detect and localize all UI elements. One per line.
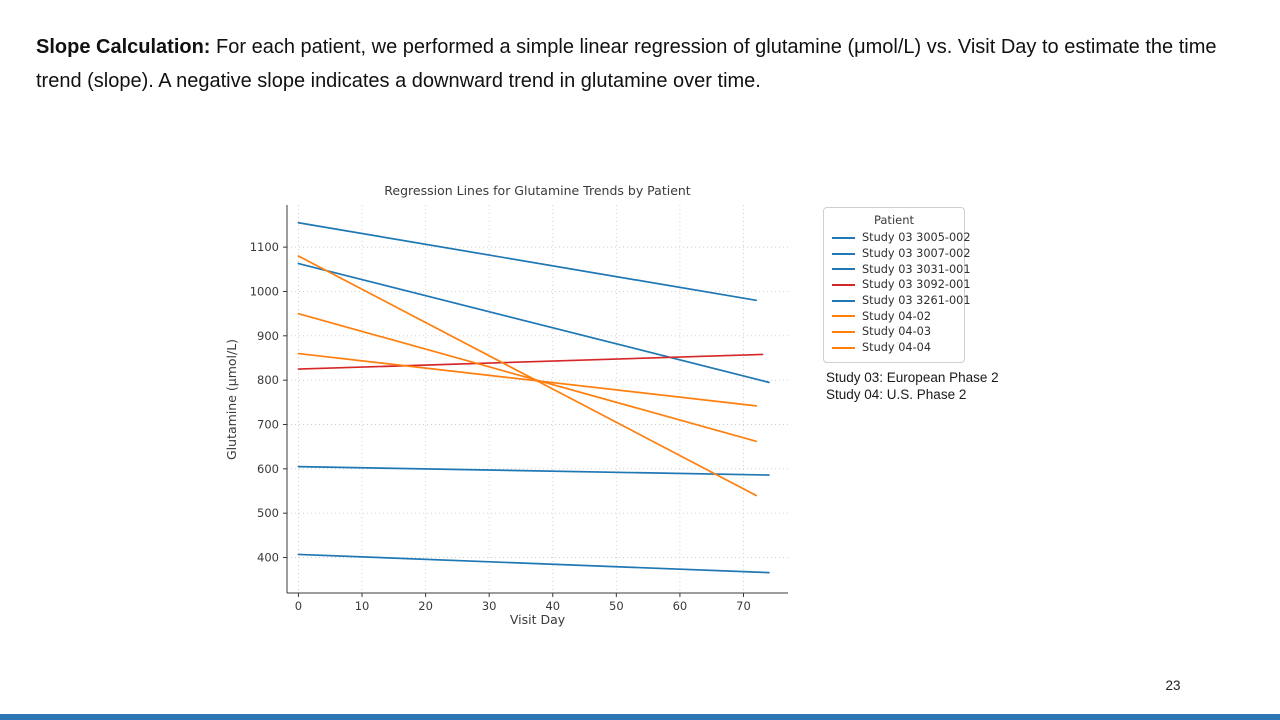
legend-swatch	[832, 236, 855, 239]
legend-item-label: Study 03 3261-001	[862, 294, 971, 308]
tick-label: 900	[257, 329, 279, 343]
legend-item-label: Study 04-03	[862, 325, 932, 339]
tick-label: 60	[673, 599, 688, 613]
tick-label: 70	[736, 599, 751, 613]
regression-line	[297, 465, 770, 476]
legend-swatch	[832, 315, 855, 318]
tick-label: 1100	[250, 240, 279, 254]
legend-items: Study 03 3005-002 Study 03 3007-002 Study …	[832, 230, 971, 356]
tick-label: 800	[257, 373, 279, 387]
tick-label: 20	[418, 599, 433, 613]
legend-swatch	[832, 346, 855, 349]
legend: Patient Study 03 3005-002 Study 03 3007-0…	[823, 207, 971, 363]
regression-line	[297, 221, 758, 302]
legend-item-label: Study 03 3007-002	[862, 247, 971, 261]
legend-item-label: Study 03 3005-002	[862, 231, 971, 245]
tick-label: 1000	[250, 284, 279, 298]
tick-label: 400	[257, 551, 279, 565]
header-body: For each patient, we performed a simple …	[36, 36, 1217, 92]
regression-line	[297, 312, 758, 443]
legend-item-label: Study 03 3031-001	[862, 262, 971, 276]
tick-label: 30	[482, 599, 497, 613]
plot-area: 0 10 20 30 40 50 60 70 400 500 600 700 800 900 1000 110…	[250, 205, 788, 613]
legend-item: Study 04-04	[832, 340, 956, 356]
regression-line	[297, 553, 770, 574]
y-axis-label: Glutamine (μmol/L)	[224, 338, 239, 460]
chart-title: Regression Lines for Glutamine Trends by…	[384, 183, 691, 198]
tick-label: 50	[609, 599, 624, 613]
legend-swatch	[832, 252, 855, 255]
regression-line	[297, 255, 758, 497]
legend-item-label: Study 04-04	[862, 341, 932, 355]
regression-line	[297, 352, 758, 407]
legend-item: Study 04-03	[832, 324, 956, 340]
study-annotation: Study 03: European Phase 2 Study 04: U.S…	[826, 369, 999, 403]
legend-item-label: Study 04-02	[862, 309, 932, 323]
regression-line	[297, 262, 770, 384]
annotation-line2: Study 04: U.S. Phase 2	[826, 387, 967, 402]
legend-swatch	[832, 283, 855, 286]
legend-item: Study 03 3005-002	[832, 230, 971, 246]
regression-line	[297, 353, 764, 370]
legend-swatch	[832, 330, 855, 333]
footer-accent-bar	[0, 714, 1280, 720]
legend-item: Study 03 3092-001	[832, 277, 971, 293]
legend-item-label: Study 03 3092-001	[862, 278, 971, 292]
legend-swatch	[832, 268, 855, 271]
header-lead: Slope Calculation:	[36, 36, 211, 58]
legend-swatch	[832, 299, 855, 302]
tick-label: 10	[355, 599, 370, 613]
header-text: Slope Calculation: For each patient, we …	[36, 30, 1242, 98]
x-axis-label: Visit Day	[509, 612, 566, 627]
chart-figure: Regression Lines for Glutamine Trends by…	[220, 175, 820, 640]
legend-item: Study 03 3031-001	[832, 261, 971, 277]
legend-item: Study 03 3261-001	[832, 293, 971, 309]
legend-item: Study 04-02	[832, 308, 956, 324]
tick-label: 40	[545, 599, 560, 613]
tick-label: 0	[295, 599, 302, 613]
legend-item: Study 03 3007-002	[832, 246, 971, 262]
tick-label: 500	[257, 506, 279, 520]
tick-label: 600	[257, 462, 279, 476]
annotation-line1: Study 03: European Phase 2	[826, 370, 999, 385]
legend-title: Patient	[873, 213, 915, 227]
page-number: 23	[1165, 678, 1181, 693]
tick-label: 700	[257, 417, 279, 431]
